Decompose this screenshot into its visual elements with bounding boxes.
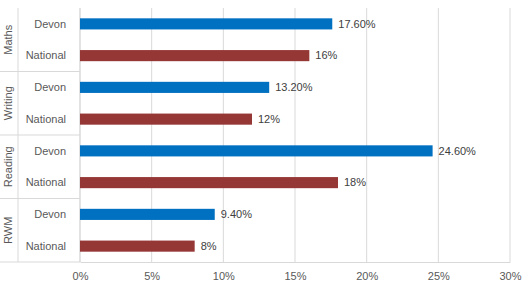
bar bbox=[80, 114, 252, 125]
x-tick: 20% bbox=[356, 262, 378, 282]
x-tick: 15% bbox=[284, 262, 306, 282]
grid bbox=[80, 8, 510, 262]
category-separator bbox=[0, 135, 80, 136]
data-label: 16% bbox=[315, 49, 337, 61]
category-separator bbox=[0, 198, 80, 199]
data-label: 18% bbox=[344, 176, 366, 188]
category-separator bbox=[0, 71, 80, 72]
series-label: National bbox=[26, 49, 66, 61]
bar bbox=[80, 18, 332, 29]
bar bbox=[80, 82, 269, 93]
x-tick: 10% bbox=[213, 262, 235, 282]
grid-line bbox=[438, 8, 439, 262]
series-label: Devon bbox=[34, 18, 66, 30]
data-label: 13.20% bbox=[275, 81, 313, 93]
series-label: National bbox=[26, 176, 66, 188]
category-label: RWM bbox=[2, 217, 14, 244]
x-tick-label: 25% bbox=[428, 270, 450, 282]
x-tick-label: 20% bbox=[356, 270, 378, 282]
category-frame bbox=[0, 8, 80, 262]
grid-line bbox=[366, 8, 367, 262]
category-separator bbox=[0, 262, 80, 263]
bar bbox=[80, 145, 433, 156]
x-tick-label: 5% bbox=[144, 270, 160, 282]
data-label: 12% bbox=[258, 113, 280, 125]
grid-line bbox=[151, 8, 152, 262]
x-tick: 0% bbox=[73, 262, 89, 282]
series-label: National bbox=[26, 240, 66, 252]
series-label: National bbox=[26, 113, 66, 125]
bar bbox=[80, 177, 338, 188]
data-label: 9.40% bbox=[221, 208, 252, 220]
category-label: Reading bbox=[2, 146, 14, 187]
x-tick: 25% bbox=[428, 262, 450, 282]
x-tick-label: 10% bbox=[213, 270, 235, 282]
bar bbox=[80, 50, 309, 61]
bar bbox=[80, 209, 215, 220]
category-label: Maths bbox=[2, 24, 14, 54]
x-tick: 30% bbox=[499, 262, 521, 282]
grid-line bbox=[223, 8, 224, 262]
category-label: Writing bbox=[2, 86, 14, 120]
x-tick: 5% bbox=[144, 262, 160, 282]
x-tick-label: 15% bbox=[284, 270, 306, 282]
bar bbox=[80, 241, 195, 252]
grid-line bbox=[295, 8, 296, 262]
series-label: Devon bbox=[34, 208, 66, 220]
data-label: 24.60% bbox=[439, 145, 477, 157]
chart: 0% 5% 10% 15% 20% 25% 30% 17.60% Devon 16% Nationa… bbox=[0, 0, 531, 292]
grid-line bbox=[510, 8, 511, 262]
x-axis-line bbox=[81, 262, 511, 263]
data-label: 17.60% bbox=[338, 18, 376, 30]
bars bbox=[80, 18, 433, 251]
series-label: Devon bbox=[34, 81, 66, 93]
x-tick-label: 30% bbox=[499, 270, 521, 282]
data-label: 8% bbox=[201, 240, 217, 252]
x-tick-label: 0% bbox=[73, 270, 89, 282]
series-label: Devon bbox=[34, 145, 66, 157]
x-axis: 0% 5% 10% 15% 20% 25% 30% bbox=[73, 262, 522, 282]
labels: 17.60% Devon 16% National Maths 13.20% Devon 12… bbox=[2, 18, 476, 252]
